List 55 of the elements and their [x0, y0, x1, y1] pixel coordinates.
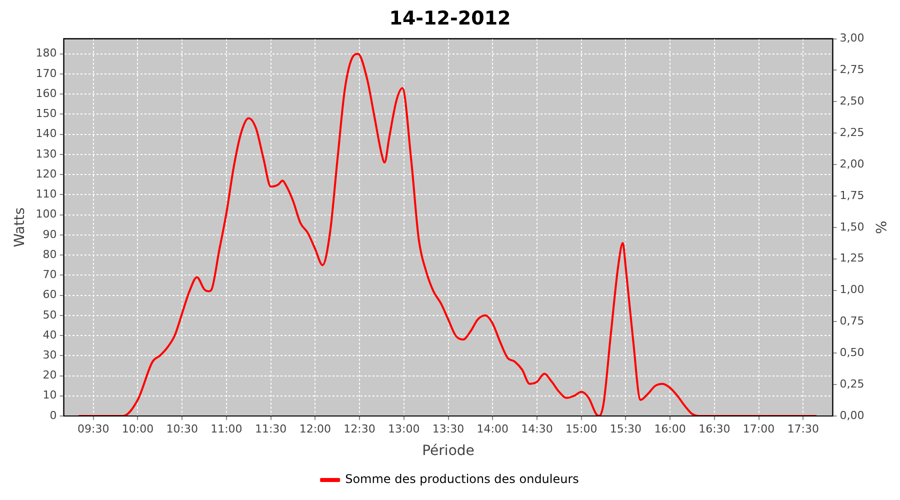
x-tick-label: 16:30	[698, 422, 730, 436]
x-tick-label: 15:30	[610, 422, 642, 436]
y-tick-label: 60	[42, 288, 57, 302]
chart-title: 14-12-2012	[389, 7, 511, 30]
y-tick-label: 100	[36, 208, 57, 221]
y2-tick-label: 1,00	[840, 283, 864, 296]
x-tick-label: 10:30	[166, 422, 198, 436]
line-series	[78, 52, 818, 416]
y-tick-label: 120	[36, 167, 57, 180]
y-tick-label: 90	[42, 228, 57, 241]
y2-axis-title: %	[872, 220, 888, 234]
y2-tick-label: 2,00	[840, 157, 864, 170]
y-tick-label: 70	[42, 268, 57, 282]
y2-tick-label: 1,50	[840, 220, 864, 234]
y2-tick-label: 0,75	[840, 314, 864, 328]
x-tick-label: 09:30	[78, 422, 110, 436]
y-tick-label: 150	[36, 107, 57, 120]
y2-tick-label: 2,50	[840, 94, 864, 108]
y2-tick-label: 2,25	[840, 126, 864, 139]
y-tick-label: 130	[36, 147, 57, 160]
x-tick-label: 12:00	[299, 422, 332, 436]
y-tick-label: 160	[36, 86, 57, 100]
legend-label: Somme des productions des onduleurs	[345, 472, 579, 486]
y-axis-title: Watts	[12, 207, 28, 248]
y-tick-label: 110	[36, 188, 57, 201]
x-tick-label: 10:00	[122, 422, 154, 436]
y2-tick-label: 0,50	[840, 346, 864, 359]
y2-tick-label: 0,25	[840, 377, 864, 390]
x-tick-label: 13:30	[432, 422, 464, 436]
x-tick-label: 13:00	[388, 422, 420, 436]
y2-tick-label: 0,00	[840, 408, 864, 422]
y-tick-label: 170	[36, 66, 57, 80]
x-tick-label: 11:30	[254, 422, 287, 436]
y2-tick-label: 1,25	[840, 252, 864, 265]
y-tick-label: 20	[42, 368, 57, 382]
y2-tick-label: 3,00	[840, 32, 864, 45]
x-tick-label: 11:00	[210, 422, 242, 436]
x-axis-title: Période	[422, 443, 474, 460]
y-tick-label: 180	[36, 46, 57, 60]
x-tick-label: 17:30	[787, 422, 819, 436]
y-tick-label: 80	[42, 248, 57, 261]
y-tick-label: 0	[50, 408, 57, 422]
y-tick-label: 10	[42, 388, 57, 402]
x-tick-label: 14:00	[476, 422, 508, 436]
x-tick-label: 14:30	[521, 422, 553, 436]
x-tick-label: 12:30	[344, 422, 376, 436]
y-tick-label: 30	[42, 348, 57, 362]
x-tick-label: 16:00	[654, 422, 686, 436]
y-tick-label: 50	[42, 308, 57, 322]
y-tick-label: 140	[36, 127, 57, 140]
y2-tick-label: 2,75	[840, 63, 864, 76]
x-tick-label: 17:00	[742, 422, 775, 436]
x-tick-label: 15:00	[565, 422, 598, 436]
y2-tick-label: 1,75	[840, 188, 864, 202]
y-tick-label: 40	[42, 328, 57, 342]
